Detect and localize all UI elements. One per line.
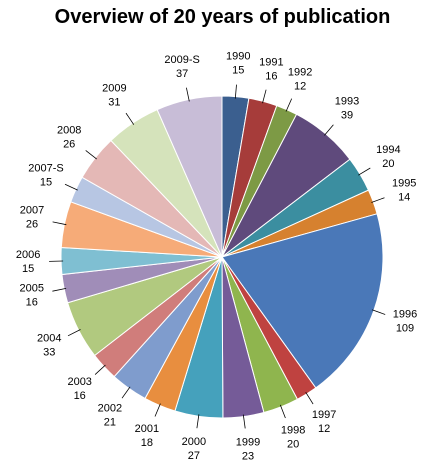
leader-line-2005 [52, 288, 67, 292]
leader-line-2002 [121, 386, 131, 399]
leader-line-1991 [262, 89, 267, 104]
leader-line-2001 [154, 403, 161, 417]
leader-line-2007-S [64, 183, 78, 191]
leader-line-2009-S [186, 87, 190, 102]
leader-line-1995 [371, 197, 385, 203]
data-label-1993: 1993 39 [335, 96, 359, 122]
leader-line-1999 [242, 414, 246, 429]
leader-line-2009 [125, 112, 135, 125]
leader-line-2007 [52, 221, 67, 226]
data-label-2009-S: 2009-S 37 [164, 54, 199, 80]
data-label-1990: 1990 15 [226, 51, 250, 77]
leader-line-1994 [358, 167, 371, 176]
leader-line-1993 [324, 124, 334, 136]
data-label-2003: 2003 16 [67, 376, 91, 402]
leader-line-1990 [234, 84, 237, 99]
data-label-1996: 1996 109 [393, 309, 417, 335]
data-label-2006: 2006 15 [16, 249, 40, 275]
leader-line-2000 [196, 414, 200, 429]
data-label-1994: 1994 20 [376, 144, 400, 170]
data-label-2004: 2004 33 [37, 332, 61, 358]
data-label-1991: 1991 16 [259, 56, 283, 82]
data-label-2007-S: 2007-S 15 [28, 162, 63, 188]
data-label-1998: 1998 20 [281, 425, 305, 451]
data-label-2000: 2000 27 [182, 436, 206, 462]
data-label-2002: 2002 21 [98, 402, 122, 428]
leader-line-1997 [305, 391, 314, 405]
data-label-1999: 1999 23 [236, 436, 260, 462]
data-label-1995: 1995 14 [392, 178, 416, 204]
leader-line-1992 [285, 98, 293, 112]
leader-line-2003 [94, 364, 106, 375]
leader-line-2004 [67, 329, 81, 337]
data-label-2007: 2007 26 [20, 205, 44, 231]
chart-title: Overview of 20 years of publication [54, 6, 391, 28]
data-label-2005: 2005 16 [20, 282, 44, 308]
data-label-2008: 2008 26 [57, 125, 81, 151]
data-label-2009: 2009 31 [102, 83, 126, 109]
data-label-1997: 1997 12 [312, 409, 336, 435]
data-label-2001: 2001 18 [135, 423, 159, 449]
leader-line-2008 [85, 150, 97, 160]
data-label-1992: 1992 12 [288, 66, 312, 92]
leader-line-1998 [279, 404, 286, 419]
leader-line-1996 [371, 309, 386, 315]
